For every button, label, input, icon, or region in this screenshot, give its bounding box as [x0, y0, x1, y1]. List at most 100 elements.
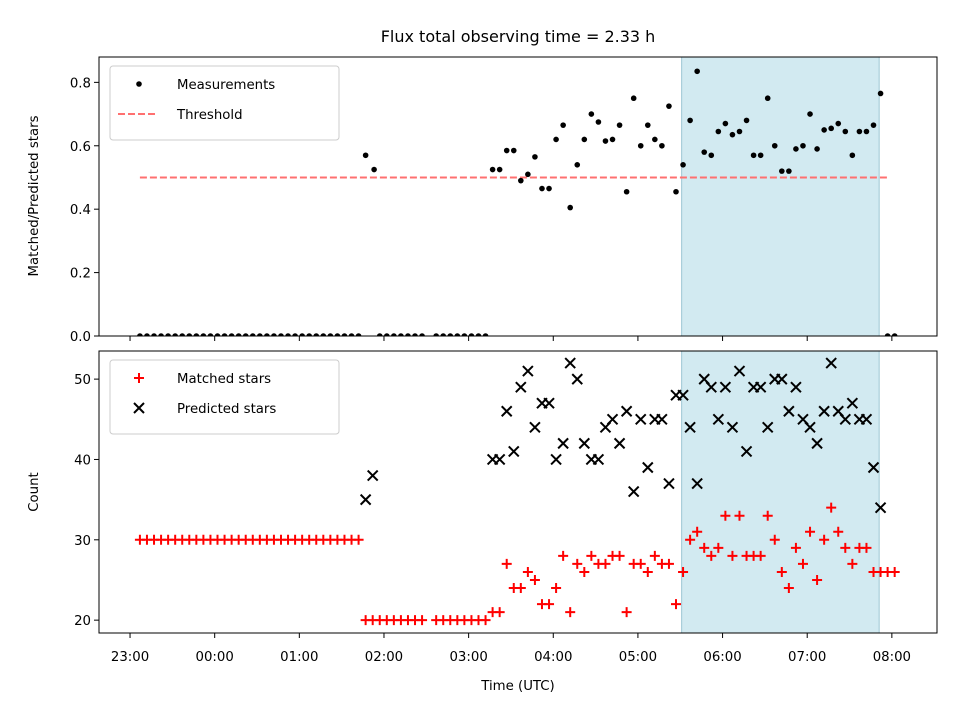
data-point	[558, 550, 569, 561]
data-point	[750, 152, 757, 159]
data-point	[271, 333, 277, 336]
data-point	[144, 333, 150, 336]
highlight-span	[681, 57, 880, 336]
data-point	[685, 534, 696, 545]
data-point	[546, 185, 552, 192]
data-point	[833, 526, 844, 537]
data-point	[494, 607, 505, 618]
data-point	[840, 542, 851, 553]
data-point	[306, 333, 313, 336]
data-point	[649, 550, 660, 561]
data-point	[578, 437, 591, 450]
data-point	[635, 558, 646, 569]
data-point	[614, 550, 625, 561]
data-point	[278, 333, 284, 336]
data-point	[565, 607, 576, 618]
data-point	[783, 405, 795, 417]
data-point	[557, 437, 569, 450]
data-point	[193, 333, 200, 336]
data-point	[671, 599, 682, 610]
data-point	[757, 152, 764, 159]
data-point	[846, 397, 859, 409]
data-point	[235, 333, 242, 336]
data-point	[257, 333, 263, 336]
data-point	[811, 437, 823, 450]
data-point	[529, 574, 540, 585]
data-point	[564, 357, 576, 369]
data-point	[362, 152, 369, 159]
data-point	[849, 152, 856, 159]
data-point	[606, 413, 619, 425]
x-tick-label: 04:00	[534, 650, 572, 665]
data-point	[620, 405, 633, 417]
data-point	[525, 171, 531, 178]
data-point	[621, 607, 632, 618]
data-point	[839, 413, 852, 425]
data-point	[609, 136, 616, 143]
data-point	[616, 122, 623, 128]
data-point	[179, 333, 186, 336]
data-point	[200, 333, 207, 336]
x-tick-label: 23:00	[111, 650, 149, 665]
data-point	[600, 558, 611, 569]
data-point	[870, 122, 877, 128]
data-point	[475, 333, 482, 336]
data-point	[588, 111, 595, 117]
series-measurements	[137, 68, 898, 336]
y-axis-label: Count	[27, 472, 42, 512]
data-point	[285, 333, 291, 336]
highlight-span	[681, 351, 880, 633]
data-point	[228, 333, 235, 336]
y-tick-label: 0.2	[70, 267, 91, 282]
data-point	[560, 122, 566, 128]
x-tick-label: 07:00	[788, 650, 826, 665]
data-point	[874, 501, 887, 514]
data-point	[755, 550, 766, 561]
data-point	[602, 138, 609, 144]
data-point	[680, 161, 686, 168]
data-point	[826, 502, 837, 513]
data-point	[359, 493, 372, 506]
data-point	[299, 333, 305, 336]
data-point	[623, 188, 630, 195]
y-axis-label: Matched/Predicted stars	[27, 115, 42, 276]
data-point	[613, 437, 626, 450]
data-point	[461, 333, 468, 336]
data-point	[642, 461, 654, 474]
data-point	[835, 120, 842, 127]
series-matched-stars	[134, 502, 900, 626]
data-point	[764, 95, 771, 102]
data-point	[581, 136, 588, 143]
data-point	[847, 558, 858, 569]
plot-data	[134, 357, 900, 626]
data-point	[771, 142, 778, 149]
plot-data	[137, 68, 898, 336]
data-point	[532, 154, 538, 160]
data-point	[678, 566, 689, 577]
data-point	[630, 95, 637, 102]
data-point	[186, 333, 193, 336]
y-tick-label: 0.0	[70, 330, 91, 345]
x-axis-label: Time (UTC)	[480, 679, 555, 694]
data-point	[790, 542, 801, 553]
data-point	[842, 128, 849, 135]
data-point	[249, 333, 256, 336]
data-point	[571, 373, 583, 385]
data-point	[264, 333, 270, 336]
legend-box	[109, 65, 340, 141]
legend: Matched stars Predicted stars	[109, 359, 340, 435]
data-point	[663, 477, 675, 490]
data-point	[712, 413, 725, 425]
data-point	[635, 413, 647, 425]
data-point	[884, 333, 891, 336]
data-point	[861, 542, 872, 553]
data-point	[652, 136, 658, 143]
data-point	[819, 534, 830, 545]
data-point	[666, 103, 672, 109]
data-point	[586, 550, 597, 561]
axes-frame	[98, 56, 938, 337]
data-point	[733, 365, 746, 377]
data-point	[419, 333, 425, 336]
data-point	[828, 125, 834, 132]
